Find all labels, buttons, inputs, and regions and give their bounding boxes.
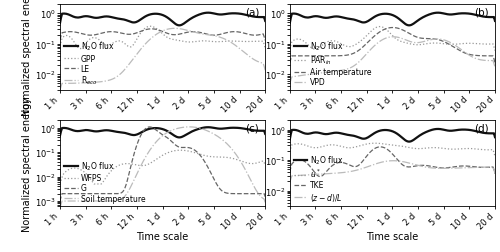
Legend: N$_2$O flux, WFPS, G, Soil temperature: N$_2$O flux, WFPS, G, Soil temperature	[62, 159, 147, 204]
Legend: N$_2$O flux, PAR$_{in}$, Air temperature, VPD: N$_2$O flux, PAR$_{in}$, Air temperature…	[292, 39, 374, 88]
Text: (a): (a)	[244, 8, 259, 18]
Y-axis label: Normalized spectral energy: Normalized spectral energy	[22, 0, 32, 115]
Y-axis label: Normalized spectral energy: Normalized spectral energy	[22, 97, 32, 231]
Text: (d): (d)	[474, 123, 489, 133]
Legend: N$_2$O flux, GPP, LE, R$_{eco}$: N$_2$O flux, GPP, LE, R$_{eco}$	[62, 39, 116, 88]
Legend: N$_2$O flux, $u^*$, TKE, $(z-d)/L$: N$_2$O flux, $u^*$, TKE, $(z-d)/L$	[292, 152, 346, 204]
X-axis label: Time scale: Time scale	[366, 232, 418, 241]
X-axis label: Time scale: Time scale	[136, 232, 188, 241]
Text: (b): (b)	[474, 8, 489, 18]
Text: (c): (c)	[246, 123, 259, 133]
